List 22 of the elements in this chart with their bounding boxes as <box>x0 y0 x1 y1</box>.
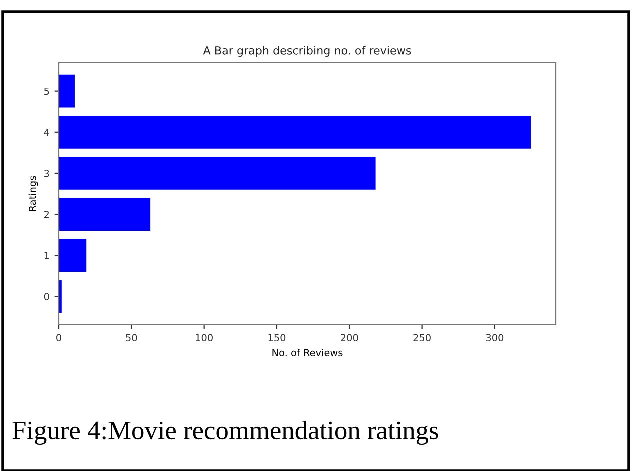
x-axis-title: No. of Reviews <box>272 348 343 357</box>
chart-title: A Bar graph describing no. of reviews <box>203 46 412 57</box>
bar <box>59 239 87 272</box>
bar <box>59 198 151 231</box>
x-tick-label: 50 <box>126 334 138 342</box>
caption: Figure 4:Movie recommendation ratings <box>12 420 438 446</box>
y-tick-label: 4 <box>44 129 50 136</box>
x-tick-label: 150 <box>268 334 286 342</box>
y-axis-title: Ratings <box>28 176 38 212</box>
y-tick-label: 1 <box>44 252 50 260</box>
bar <box>59 74 75 108</box>
bar <box>59 157 376 190</box>
x-tick-label: 250 <box>414 334 431 342</box>
x-tick-label: 0 <box>56 334 62 342</box>
y-tick-label: 0 <box>44 293 50 300</box>
y-tick-label: 5 <box>44 88 50 96</box>
y-tick-label: 3 <box>44 170 50 178</box>
y-tick-label: 2 <box>44 211 49 218</box>
x-tick-label: 200 <box>341 334 358 342</box>
bar <box>59 116 532 149</box>
x-tick-label: 100 <box>196 334 213 342</box>
x-tick-label: 300 <box>486 334 504 342</box>
